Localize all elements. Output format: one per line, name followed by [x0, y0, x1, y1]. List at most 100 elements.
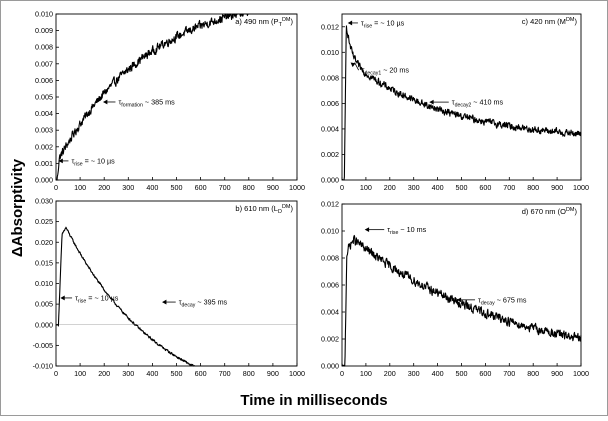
y-tick-label: 0.000 — [321, 362, 339, 371]
title-prefix: a) 490 nm (P — [235, 17, 278, 26]
x-tick-label: 700 — [503, 183, 515, 192]
y-tick-label: 0.003 — [35, 126, 53, 135]
y-tick-label: 0.010 — [321, 48, 339, 57]
title-sup: DM — [566, 17, 575, 23]
annotation-sub: rise — [364, 23, 372, 29]
panel-d: 0 100 200 300 400 500 600 700 800 900 1000 0.000 0.0… — [321, 200, 589, 379]
title-sub: T — [279, 22, 283, 28]
panel-c-title: c) 420 nm (MDM) — [522, 17, 578, 26]
y-tick-label: 0.008 — [321, 254, 339, 263]
y-tick-label: 0.012 — [321, 200, 339, 209]
x-tick-label: 500 — [456, 369, 468, 378]
x-tick-label: 700 — [503, 369, 515, 378]
x-tick-label: 100 — [360, 183, 372, 192]
annotation-arrowhead-rise — [58, 158, 63, 164]
title-prefix: c) 420 nm (M — [522, 17, 566, 26]
panel-b: 0 100 200 300 400 500 600 700 800 900 1000 -0.010 -0… — [33, 197, 305, 379]
annotation-tau: τ — [75, 293, 78, 302]
x-tick-label: 900 — [551, 369, 563, 378]
y-tick-label: 0.006 — [321, 281, 339, 290]
annotation-text: = ~ 10 µs — [86, 293, 119, 302]
annotation-label-decay: τdecay ~ 395 ms — [179, 298, 228, 309]
x-tick-label: 900 — [267, 183, 279, 192]
y-tick-label: 0.006 — [321, 99, 339, 108]
annotation-sub: decay — [182, 303, 196, 309]
x-tick-label: 800 — [527, 369, 539, 378]
annotation-arrowhead-decay1 — [350, 62, 356, 68]
title-prefix: b) 610 nm (L — [235, 204, 278, 213]
y-tick-label: 0.015 — [35, 258, 53, 267]
annotation-tau: τ — [179, 298, 182, 307]
x-tick-label: 100 — [74, 183, 86, 192]
y-tick-label: 0.025 — [35, 217, 53, 226]
y-tick-label: 0.020 — [35, 238, 53, 247]
annotation-arrow-decay1 — [354, 62, 359, 71]
x-tick-label: 1000 — [573, 183, 589, 192]
x-tick-label: 1000 — [289, 369, 305, 378]
annotation-sub: formation — [121, 102, 143, 108]
panel-c: 0 100 200 300 400 500 600 700 800 900 1000 0.000 0.0… — [321, 13, 589, 192]
annotation-tau: τ — [452, 98, 455, 107]
y-tick-label: 0.010 — [35, 279, 53, 288]
annotation-text: ~ 385 ms — [143, 97, 175, 106]
title-suffix: ) — [575, 17, 578, 26]
x-tick-label: 300 — [122, 369, 134, 378]
x-tick-label: 300 — [122, 183, 134, 192]
panel-a-title: a) 490 nm (PTDM) — [235, 17, 293, 28]
annotation-text: ~ 410 ms — [471, 98, 503, 107]
title-suffix: ) — [291, 17, 294, 26]
series-670-nm-line — [341, 234, 582, 367]
y-tick-label: 0.002 — [35, 142, 53, 151]
annotation-text: ~ 20 ms — [381, 66, 409, 75]
y-tick-label: 0.008 — [321, 73, 339, 82]
annotation-arrowhead-rise — [364, 227, 370, 233]
title-sup: DM — [282, 17, 291, 23]
x-tick-label: 200 — [384, 183, 396, 192]
annotation-sub: decay1 — [364, 71, 381, 77]
x-tick-label: 500 — [171, 183, 183, 192]
annotation-label-rise: τrise ~ 10 ms — [387, 225, 426, 236]
y-axis-label: ΔAbsorptivity — [9, 158, 26, 257]
annotation-text: ~ 10 ms — [398, 225, 426, 234]
y-tick-label: 0.030 — [35, 197, 53, 206]
annotation-arrowhead-rise — [60, 295, 65, 301]
annotation-text: ~ 675 ms — [495, 295, 527, 304]
x-tick-label: 200 — [384, 369, 396, 378]
annotation-sub: decay — [481, 300, 495, 306]
annotation-tau: τ — [118, 97, 121, 106]
x-tick-label: 400 — [432, 369, 444, 378]
y-tick-label: 0.000 — [35, 176, 53, 185]
y-tick-label: 0.009 — [35, 26, 53, 35]
annotation-tau: τ — [71, 156, 74, 165]
annotation-label-decay1: τdecay1 ~ 20 ms — [362, 66, 410, 77]
y-tick-label: 0.002 — [321, 335, 339, 344]
annotation-label-rise: τrise = ~ 10 µs — [75, 293, 119, 304]
y-tick-label: -0.010 — [33, 362, 53, 371]
x-tick-label: 300 — [408, 369, 420, 378]
x-tick-label: 0 — [54, 369, 58, 378]
title-sup: DM — [282, 204, 291, 210]
x-tick-label: 600 — [479, 183, 491, 192]
x-tick-label: 200 — [98, 369, 110, 378]
annotation-tau: τ — [362, 66, 365, 75]
y-tick-label: 0.010 — [321, 227, 339, 236]
title-suffix: ) — [575, 207, 578, 216]
y-tick-label: 0.004 — [321, 308, 339, 317]
title-sub: D — [278, 209, 282, 215]
x-tick-label: 0 — [340, 369, 344, 378]
annotation-arrowhead-decay — [456, 297, 462, 303]
series-420-nm-line — [341, 25, 582, 181]
y-tick-label: -0.005 — [33, 341, 53, 350]
annotation-text: = ~ 10 µs — [83, 156, 116, 165]
annotation-label-rise: τrise = ~ 10 µs — [71, 156, 115, 167]
panel-d-title: d) 670 nm (ODM) — [522, 207, 578, 216]
x-tick-label: 500 — [456, 183, 468, 192]
title-sup: DM — [566, 207, 575, 213]
x-tick-label: 200 — [98, 183, 110, 192]
y-axis-label-delta: Δ — [9, 246, 26, 257]
x-tick-label: 700 — [219, 183, 231, 192]
y-tick-label: 0.000 — [35, 320, 53, 329]
annotation-sub: rise — [74, 161, 82, 167]
y-axis-label-main: Absorptivity — [9, 158, 26, 246]
